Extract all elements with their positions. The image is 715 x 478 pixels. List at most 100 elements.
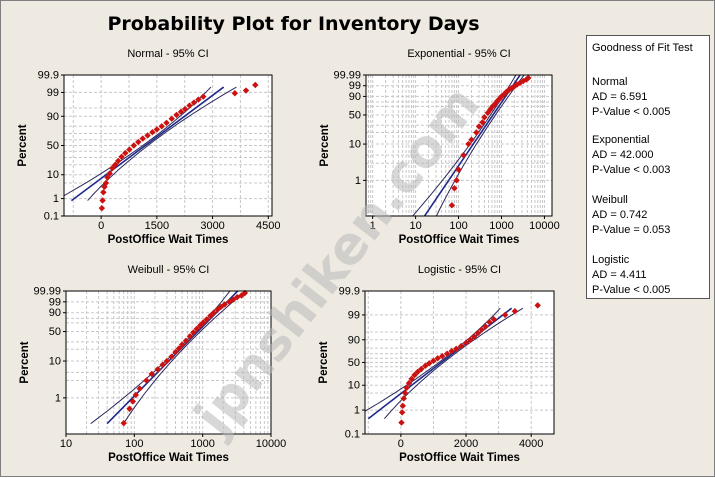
panel-3-data-point: [186, 333, 194, 340]
panel-1-ytick-label: 90: [47, 111, 59, 123]
panel-4-title: Logistic - 95% CI: [418, 264, 501, 276]
panel-2-data-point: [451, 185, 458, 192]
panel-1-ytick-label: 1: [53, 193, 59, 205]
panel-1-xtick-label: 3000: [200, 220, 224, 232]
panel-2-data-point: [448, 202, 456, 209]
panel-2-ytick-label: 10: [349, 139, 361, 151]
panel-4-data-point: [453, 345, 460, 352]
panel-4-xtick-label: 2000: [454, 438, 478, 450]
panel-1-data-point: [139, 135, 146, 142]
panel-4-xtick-label: 4000: [519, 438, 543, 450]
panel-4-data-point: [467, 336, 474, 343]
panel-3-data-point: [136, 385, 143, 392]
panel-4-data-point: [403, 384, 410, 391]
panel-1-data-point: [118, 153, 125, 161]
gof-normal-ad: AD = 6.591: [592, 91, 648, 103]
panel-1-data-point: [99, 197, 106, 204]
panel-4-data-point: [401, 389, 409, 397]
panel-1-data-point: [195, 96, 202, 103]
panel-3-data-point: [210, 309, 217, 316]
panel-1-ylabel: Percent: [17, 124, 29, 166]
panel-1-data-point: [181, 105, 189, 113]
panel-2-data-point: [484, 109, 492, 116]
panel-1-data-point: [158, 123, 165, 130]
panel-1-xlabel: PostOffice Wait Times: [108, 234, 229, 246]
panel-3-data-point: [148, 370, 155, 378]
panel-2-xtick-label: 1000: [489, 220, 513, 232]
panel-4-ci-upper-line: [365, 307, 501, 412]
gof-weibull-ad: AD = 0.742: [592, 209, 648, 221]
panel-2-ytick-label: 90: [349, 91, 361, 103]
panel-3-data-point: [129, 398, 137, 405]
panel-4-data-point: [418, 365, 425, 373]
panel-4-data-point: [414, 368, 421, 375]
gof-weibull-name: Weibull: [592, 194, 628, 206]
panel-3-data-point: [126, 405, 133, 412]
panel-4-ytick-label: 10: [348, 380, 360, 392]
panel-4-data-point: [430, 357, 437, 365]
panel-4-data-point: [399, 402, 406, 410]
panel-3-ytick-label: 50: [49, 326, 61, 338]
gof-exponential-p: P-Value < 0.003: [592, 164, 671, 176]
panel-4-ytick-label: 90: [348, 334, 360, 346]
panel-4-data-point: [511, 308, 519, 315]
panel-1-data-point: [102, 179, 110, 187]
panel-3-data-point: [159, 361, 166, 368]
panel-3-data-point: [196, 322, 204, 329]
panel-1-data-point: [200, 93, 207, 100]
panel-4-data-point: [411, 371, 418, 379]
panel-2-ytick-label: 99: [349, 80, 361, 92]
panel-1-data-point: [135, 138, 142, 146]
panel-2-data-point: [511, 83, 518, 90]
panel-3-data-point: [132, 391, 139, 399]
panel-4-ytick-label: 50: [348, 357, 360, 369]
panel-4: 0.1 1 10 50 90 99 99.9 0 2000 4000 Logistic - 95% …: [318, 264, 555, 464]
panel-1-title: Normal - 95% CI: [127, 48, 208, 60]
panel-1-data-point: [231, 90, 239, 97]
panel-3-data-point: [163, 357, 171, 365]
chart-title: Probability Plot for Inventory Days: [107, 13, 480, 35]
panel-3-data-point: [168, 353, 175, 360]
panel-2-data-point: [523, 76, 530, 83]
panel-1-data-point: [126, 146, 133, 153]
panel-3-ylabel: Percent: [19, 341, 31, 383]
panel-2-data-point: [453, 177, 460, 184]
panel-2-xlabel: PostOffice Wait Times: [399, 234, 520, 246]
panel-1-data-point: [98, 204, 106, 212]
panel-3-xtick-label: 10000: [256, 438, 287, 450]
panel-2-fit-line: [423, 75, 521, 216]
gof-logistic-ad: AD = 4.411: [592, 269, 647, 281]
panel-4-data-point: [470, 333, 478, 340]
panel-1: 0.1 1 10 50 90 99 99.9 0 1500 3000 4500 Normal - 95…: [17, 48, 281, 246]
panel-3-data-point: [178, 341, 186, 348]
panel-3-data-point: [193, 325, 200, 333]
panel-1-data-point: [153, 126, 161, 133]
panel-3-title: Weibull - 95% CI: [128, 264, 210, 276]
panel-1-data-point: [190, 99, 198, 106]
panel-2-data-point: [481, 114, 488, 121]
panel-2-xtick-label: 10000: [529, 220, 560, 232]
panel-4-data-point: [482, 323, 489, 330]
panel-1-data-point: [168, 115, 175, 122]
panel-1-xtick-label: 0: [98, 220, 104, 232]
panel-4-data-point: [534, 302, 541, 309]
panel-1-data-point: [115, 157, 122, 165]
panel-4-ylabel: Percent: [318, 341, 330, 383]
gof-title: Goodness of Fit Test: [592, 42, 693, 54]
gof-weibull-p: P-Value = 0.053: [592, 224, 671, 236]
panel-3-data-point: [154, 366, 161, 373]
panel-2-data-point: [489, 103, 496, 110]
panel-4-xlabel: PostOffice Wait Times: [399, 452, 520, 464]
panel-4-data-point: [405, 379, 413, 387]
panel-2-data-point: [491, 101, 499, 108]
panel-2-ytick-label: 50: [349, 109, 361, 121]
panel-3-ytick-label: 90: [49, 307, 61, 319]
panel-4-xtick-label: 0: [398, 438, 404, 450]
panel-4-data-point: [408, 375, 415, 383]
panel-3-xtick-label: 100: [125, 438, 143, 450]
panel-4-data-point: [398, 419, 405, 426]
panel-2-data-point: [519, 77, 527, 85]
